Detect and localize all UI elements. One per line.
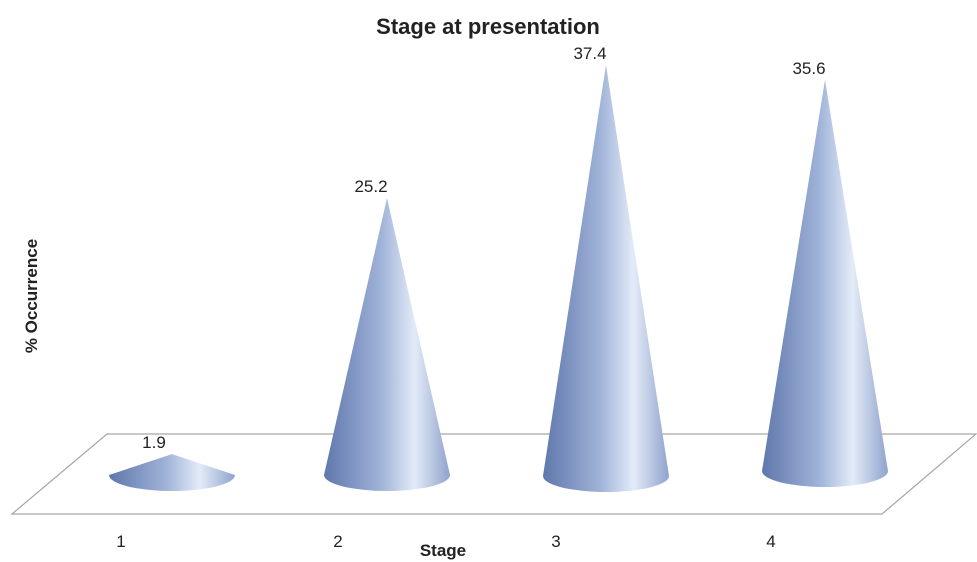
chart-floor: [10, 433, 977, 515]
x-tick-2: 2: [333, 532, 342, 551]
y-axis-title: % Occurrence: [22, 239, 41, 353]
x-tick-1: 1: [116, 532, 125, 551]
cone-bar-3: [543, 65, 669, 492]
data-label-4: 35.6: [792, 59, 825, 78]
cone-bar-1: [109, 454, 235, 491]
x-tick-3: 3: [551, 532, 560, 551]
x-tick-4: 4: [766, 532, 775, 551]
chart-title: Stage at presentation: [376, 14, 600, 39]
cone-series: [109, 65, 888, 492]
data-labels: 1.9 25.2 37.4 35.6: [142, 44, 825, 452]
data-label-3: 37.4: [573, 44, 606, 63]
data-label-2: 25.2: [354, 177, 387, 196]
data-label-1: 1.9: [142, 433, 166, 452]
cone-bar-4: [762, 79, 888, 487]
cone-bar-2: [324, 198, 450, 491]
x-axis-ticks: 1 2 3 4: [116, 532, 775, 551]
x-axis-title: Stage: [420, 541, 466, 560]
